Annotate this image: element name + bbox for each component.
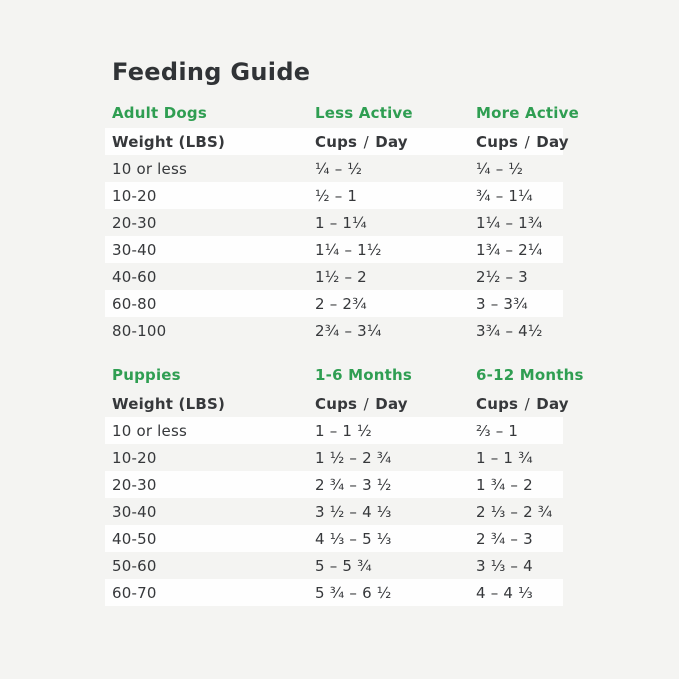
range-cell-col3: 3 – 3¾ <box>476 294 528 313</box>
adult-dogs-table: Adult Dogs Less Active More Active Weigh… <box>105 98 579 344</box>
slash-separator: / <box>524 394 530 413</box>
range-cell-col2: 2 – 2¾ <box>315 294 367 313</box>
range-cell-col2: 1 – 1 ½ <box>315 421 372 440</box>
range-cell-col3: ⅔ – 1 <box>476 421 519 440</box>
table-row: 50-60 5 – 5 ¾ 3 ⅓ – 4 <box>105 552 563 579</box>
weight-cell: 60-70 <box>112 583 157 602</box>
table-row: 40-50 4 ⅓ – 5 ⅓ 2 ¾ – 3 <box>105 525 563 552</box>
range-cell-col3: 1¾ – 2¼ <box>476 240 543 259</box>
column-header-less-active: Less Active <box>315 104 413 122</box>
table-row: 30-40 1¼ – 1½ 1¾ – 2¼ <box>105 236 563 263</box>
weight-cell: 30-40 <box>112 240 157 259</box>
weight-cell: 10-20 <box>112 448 157 467</box>
table-row: 20-30 2 ¾ – 3 ½ 1 ¾ – 2 <box>105 471 563 498</box>
weight-cell: 40-60 <box>112 267 157 286</box>
table-row: 10-20 1 ½ – 2 ¾ 1 – 1 ¾ <box>105 444 563 471</box>
section-title: Puppies <box>112 366 181 384</box>
range-cell-col3: 3 ⅓ – 4 <box>476 556 533 575</box>
table-row: 20-30 1 – 1¼ 1¼ – 1¾ <box>105 209 563 236</box>
range-cell-col3: 1 ¾ – 2 <box>476 475 533 494</box>
table-row: 30-40 3 ½ – 4 ⅓ 2 ⅓ – 2 ¾ <box>105 498 563 525</box>
table-rows: 10 or less 1 – 1 ½ ⅔ – 1 10-20 1 ½ – 2 ¾… <box>105 417 563 606</box>
weight-cell: 20-30 <box>112 213 157 232</box>
column-header-6-12-months: 6-12 Months <box>476 366 584 384</box>
table-row: 60-70 5 ¾ – 6 ½ 4 – 4 ⅓ <box>105 579 563 606</box>
weight-cell: 60-80 <box>112 294 157 313</box>
weight-cell: 80-100 <box>112 321 167 340</box>
range-cell-col2: 1 – 1¼ <box>315 213 367 232</box>
range-cell-col2: 1½ – 2 <box>315 267 367 286</box>
range-cell-col2: 5 ¾ – 6 ½ <box>315 583 392 602</box>
range-cell-col3: 3¾ – 4½ <box>476 321 543 340</box>
range-cell-col2: ¼ – ½ <box>315 159 363 178</box>
weight-header: Weight (LBS) <box>112 132 226 151</box>
table-subheader: Weight (LBS) Cups / Day Cups / Day <box>105 390 569 417</box>
weight-cell: 10 or less <box>112 159 187 178</box>
weight-cell: 30-40 <box>112 502 157 521</box>
weight-cell: 10 or less <box>112 421 187 440</box>
puppies-table: Puppies 1-6 Months 6-12 Months Weight (L… <box>105 360 583 606</box>
table-rows: 10 or less ¼ – ½ ¼ – ½ 10-20 ½ – 1 ¾ – 1… <box>105 155 563 344</box>
cups-per-day-header: Cups / Day <box>476 394 569 413</box>
table-row: 80-100 2¾ – 3¼ 3¾ – 4½ <box>105 317 563 344</box>
weight-cell: 10-20 <box>112 186 157 205</box>
column-header-1-6-months: 1-6 Months <box>315 366 413 384</box>
section-title: Adult Dogs <box>112 104 207 122</box>
puppies-section-header: Puppies 1-6 Months 6-12 Months <box>105 360 583 390</box>
range-cell-col2: 3 ½ – 4 ⅓ <box>315 502 392 521</box>
slash-separator: / <box>363 132 369 151</box>
table-row: 10 or less 1 – 1 ½ ⅔ – 1 <box>105 417 563 444</box>
weight-cell: 20-30 <box>112 475 157 494</box>
column-header-more-active: More Active <box>476 104 579 122</box>
weight-cell: 50-60 <box>112 556 157 575</box>
range-cell-col3: 1 – 1 ¾ <box>476 448 533 467</box>
range-cell-col2: 2¾ – 3¼ <box>315 321 382 340</box>
adult-dogs-section-header: Adult Dogs Less Active More Active <box>105 98 579 128</box>
slash-separator: / <box>524 132 530 151</box>
page-title: Feeding Guide <box>112 58 311 86</box>
weight-header: Weight (LBS) <box>112 394 226 413</box>
table-row: 60-80 2 – 2¾ 3 – 3¾ <box>105 290 563 317</box>
range-cell-col2: 5 – 5 ¾ <box>315 556 372 575</box>
cups-per-day-header: Cups / Day <box>476 132 569 151</box>
range-cell-col3: 4 – 4 ⅓ <box>476 583 533 602</box>
range-cell-col3: 2 ¾ – 3 <box>476 529 533 548</box>
table-row: 10 or less ¼ – ½ ¼ – ½ <box>105 155 563 182</box>
range-cell-col2: 1 ½ – 2 ¾ <box>315 448 392 467</box>
range-cell-col3: 2 ⅓ – 2 ¾ <box>476 502 553 521</box>
slash-separator: / <box>363 394 369 413</box>
weight-cell: 40-50 <box>112 529 157 548</box>
range-cell-col2: 2 ¾ – 3 ½ <box>315 475 392 494</box>
cups-per-day-header: Cups / Day <box>315 132 408 151</box>
table-subheader: Weight (LBS) Cups / Day Cups / Day <box>105 128 569 155</box>
table-row: 40-60 1½ – 2 2½ – 3 <box>105 263 563 290</box>
range-cell-col3: ¼ – ½ <box>476 159 524 178</box>
range-cell-col3: ¾ – 1¼ <box>476 186 533 205</box>
cups-per-day-header: Cups / Day <box>315 394 408 413</box>
range-cell-col2: 4 ⅓ – 5 ⅓ <box>315 529 392 548</box>
table-row: 10-20 ½ – 1 ¾ – 1¼ <box>105 182 563 209</box>
range-cell-col3: 2½ – 3 <box>476 267 528 286</box>
range-cell-col3: 1¼ – 1¾ <box>476 213 543 232</box>
range-cell-col2: 1¼ – 1½ <box>315 240 382 259</box>
range-cell-col2: ½ – 1 <box>315 186 358 205</box>
feeding-guide-page: Feeding Guide Adult Dogs Less Active Mor… <box>105 58 583 606</box>
